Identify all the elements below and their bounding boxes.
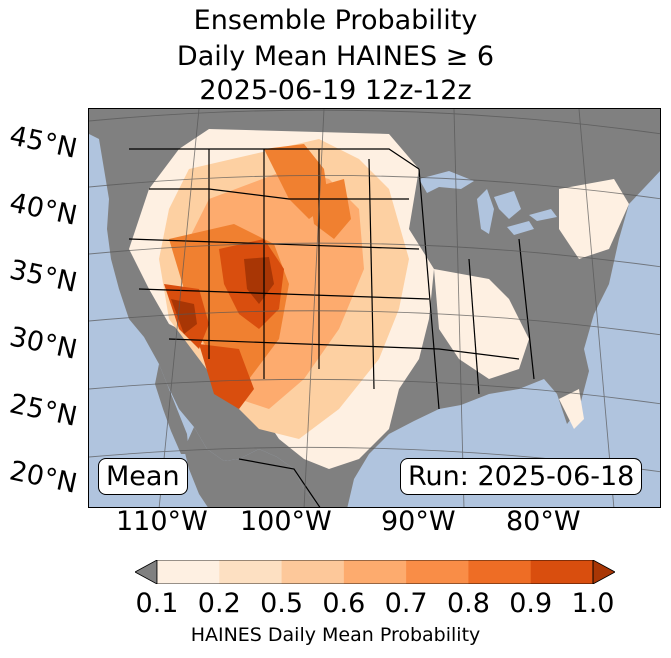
colorbar-segment	[468, 560, 532, 584]
chart-title-line-3: 2025-06-19 12z-12z	[199, 75, 472, 106]
lat-label-45: 45°N	[6, 120, 80, 165]
lat-label-40: 40°N	[6, 187, 80, 232]
colorbar-segment	[157, 560, 220, 584]
gridline-lon-80	[578, 109, 615, 507]
baja-land	[155, 364, 189, 454]
state-borders	[128, 148, 535, 507]
colorbar-under-arrow	[135, 560, 158, 584]
gridline-lon-90	[453, 109, 465, 507]
prob-0.9-az	[199, 344, 254, 409]
border-line-3	[138, 288, 430, 300]
border-line-4	[168, 338, 520, 360]
colorbar-segment	[530, 560, 594, 584]
colorbar-tick-label: 0.1	[135, 588, 179, 619]
gridline-lat-45	[89, 109, 660, 135]
colorbar-tick-label: 0.9	[509, 588, 553, 619]
prob-max	[244, 257, 274, 304]
colorbar	[135, 560, 615, 584]
statistic-label: Mean	[98, 458, 188, 495]
prob-0.1-0.2-fl	[559, 389, 584, 429]
map-svg	[89, 109, 660, 507]
lon-label-110: 110°W	[116, 506, 208, 537]
chart-title-line-1: Ensemble Probability	[193, 5, 478, 36]
prob-0.1-0.2-ne	[559, 179, 629, 259]
probability-shading	[129, 129, 629, 469]
colorbar-title: HAINES Daily Mean Probability	[190, 624, 481, 646]
border-line-1	[149, 188, 409, 200]
lat-label-25: 25°N	[6, 388, 80, 433]
border-line-10	[468, 258, 480, 395]
us-mexico-border	[238, 458, 321, 507]
colorbar-segment	[343, 560, 407, 584]
gridline-lat-40	[89, 175, 660, 200]
lat-label-20: 20°N	[6, 455, 80, 500]
run-date-label: Run: 2025-06-18	[400, 458, 643, 495]
lat-label-30: 30°N	[6, 321, 80, 366]
colorbar-over-arrow	[592, 560, 615, 584]
colorbar-segment	[281, 560, 345, 584]
colorbar-tick-label: 1.0	[571, 588, 615, 619]
great-lakes	[419, 171, 557, 235]
colorbar-tick-label: 0.6	[322, 588, 366, 619]
colorbar-segments	[157, 560, 594, 584]
colorbar-tick-label: 0.2	[197, 588, 241, 619]
lon-label-80: 80°W	[506, 506, 581, 537]
colorbar-segment	[406, 560, 469, 584]
mexico-land	[184, 427, 320, 507]
prob-max-ca	[171, 299, 197, 334]
gridline-lat-35	[89, 242, 660, 268]
lon-label-100: 100°W	[240, 506, 332, 537]
border-line-11	[518, 238, 535, 380]
map-panel	[88, 108, 661, 508]
lon-label-90: 90°W	[381, 506, 456, 537]
gridline-lon-110	[158, 109, 200, 507]
gridline-lat-30	[89, 310, 660, 336]
us-canada-border	[129, 148, 420, 170]
gridline-lon-100	[303, 109, 325, 507]
colorbar-tick-label: 0.8	[446, 588, 490, 619]
colorbar-tick-label: 0.5	[260, 588, 304, 619]
colorbar-tick-label: 0.7	[384, 588, 428, 619]
colorbar-segment	[219, 560, 283, 584]
border-line-8	[368, 158, 375, 390]
colorbar-outline	[156, 560, 594, 584]
border-line-9	[418, 168, 440, 410]
chart-title-line-2: Daily Mean HAINES ≥ 6	[176, 41, 495, 72]
lat-label-35: 35°N	[6, 254, 80, 299]
gridline-lat-25	[89, 378, 660, 405]
